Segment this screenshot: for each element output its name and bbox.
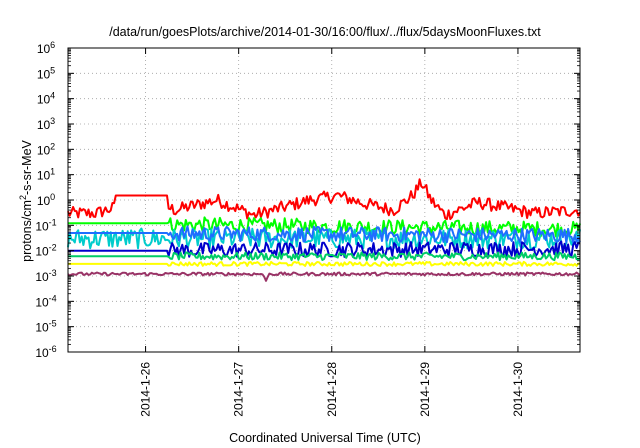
y-axis-label-exponent: 2 <box>18 195 28 200</box>
y-tick-exponent: -2 <box>49 243 57 253</box>
y-tick-exponent: 2 <box>50 141 55 151</box>
y-tick-exponent: -1 <box>49 217 57 227</box>
y-tick-label: 106 <box>37 40 55 56</box>
y-tick-label: 103 <box>37 116 55 132</box>
chart-series <box>67 178 581 282</box>
y-tick-exponent: 3 <box>50 116 55 126</box>
y-axis-label-main: protons/cm <box>20 200 34 262</box>
x-tick-label: 2014-1-28 <box>325 362 339 417</box>
series-line-7 <box>67 271 581 282</box>
series-line-2 <box>67 227 581 250</box>
chart-title: /data/run/goesPlots/archive/2014-01-30/1… <box>109 25 541 39</box>
y-tick-base: 10 <box>35 321 49 335</box>
axis-ticks <box>68 47 580 353</box>
series-line-0 <box>67 178 581 221</box>
series-line-1 <box>68 216 581 238</box>
y-tick-exponent: 4 <box>50 91 55 101</box>
x-tick-label: 2014-1-29 <box>418 362 432 417</box>
y-tick-base: 10 <box>35 219 49 233</box>
y-tick-base: 10 <box>37 143 51 157</box>
x-axis-label: Coordinated Universal Time (UTC) <box>229 431 421 445</box>
y-tick-label: 10-6 <box>35 344 56 360</box>
y-tick-exponent: -3 <box>49 268 57 278</box>
y-tick-base: 10 <box>37 67 51 81</box>
y-tick-exponent: -6 <box>49 344 57 354</box>
y-tick-base: 10 <box>37 169 51 183</box>
y-tick-base: 10 <box>35 270 49 284</box>
y-tick-label: 10-5 <box>35 319 56 335</box>
series-line-6 <box>68 260 580 267</box>
y-tick-base: 10 <box>37 93 51 107</box>
y-tick-label: 10-1 <box>35 217 56 233</box>
y-tick-base: 10 <box>35 346 49 360</box>
x-tick-labels: 2014-1-26 2014-1-27 2014-1-28 2014-1-29 2014… <box>139 362 525 417</box>
x-tick-label: 2014-1-30 <box>511 362 525 417</box>
y-tick-label: 102 <box>37 141 55 157</box>
y-tick-label: 10-2 <box>35 243 56 259</box>
y-tick-label: 10-3 <box>35 268 56 284</box>
y-tick-label: 104 <box>37 91 55 107</box>
y-axis-label-unit: -s-sr-MeV <box>20 139 34 195</box>
y-tick-exponent: 6 <box>50 40 55 50</box>
y-tick-exponent: 1 <box>50 167 55 177</box>
y-tick-exponent: -4 <box>49 293 57 303</box>
y-axis-label: protons/cm2-s-sr-MeV <box>18 139 34 261</box>
y-tick-label: 105 <box>37 65 55 81</box>
y-tick-base: 10 <box>35 295 49 309</box>
y-tick-label: 100 <box>37 192 55 208</box>
x-tick-label: 2014-1-27 <box>232 362 246 417</box>
x-tick-label: 2014-1-26 <box>139 362 153 417</box>
y-tick-exponent: 5 <box>50 65 55 75</box>
y-tick-base: 10 <box>37 194 51 208</box>
series-line-4 <box>68 240 581 258</box>
y-tick-label: 10-4 <box>35 293 56 309</box>
y-tick-labels: 10-610-510-410-310-210-11001011021031041… <box>35 40 56 360</box>
series-line-5 <box>68 251 581 262</box>
y-tick-exponent: 0 <box>50 192 55 202</box>
series-line-3 <box>68 225 581 244</box>
y-tick-exponent: -5 <box>49 319 57 329</box>
y-tick-base: 10 <box>37 118 51 132</box>
y-tick-base: 10 <box>35 245 49 259</box>
y-tick-label: 101 <box>37 167 55 183</box>
y-tick-base: 10 <box>37 42 51 56</box>
